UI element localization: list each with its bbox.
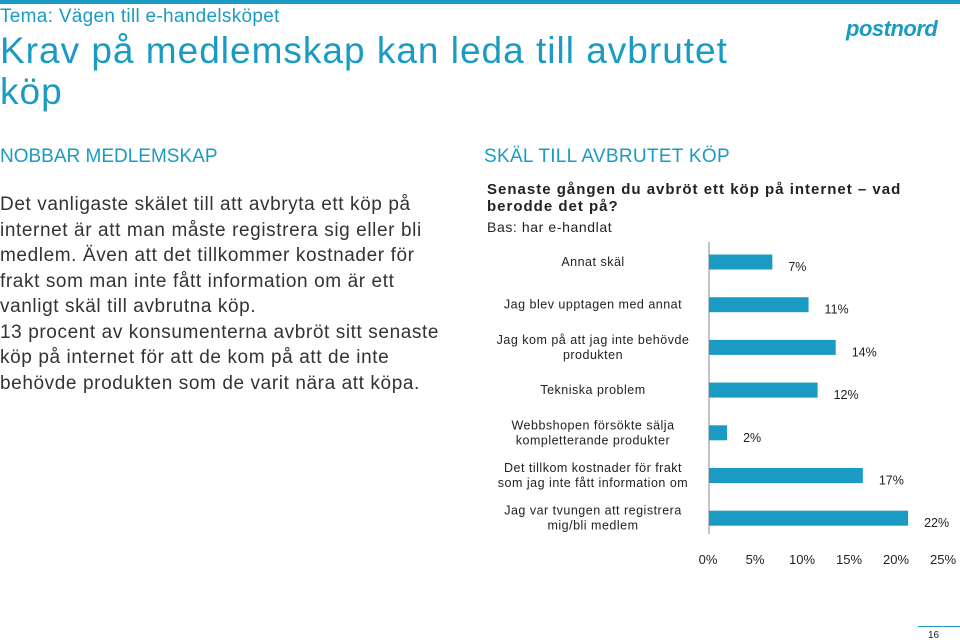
theme-kicker: Tema: Vägen till e-handelsköpet (0, 6, 280, 27)
body-paragraph-2: 13 procent av konsumenterna avbröt sitt … (0, 321, 440, 394)
data-label: 11% (825, 303, 849, 317)
postnord-logo: postnord (846, 16, 938, 41)
x-tick-label: 15% (836, 552, 862, 567)
x-tick-label: 5% (746, 552, 765, 567)
category-label: produkten (563, 348, 623, 362)
chart-section-heading: SKÄL TILL AVBRUTET KÖP (484, 146, 730, 167)
survey-question: Senaste gången du avbröt ett köp på inte… (487, 181, 902, 215)
category-label: Jag kom på att jag inte behövde (497, 333, 690, 347)
category-label: Jag var tvungen att registrera (504, 504, 682, 518)
category-label: Webbshopen försökte sälja (511, 418, 674, 432)
bar (709, 425, 728, 441)
category-label: Jag blev upptagen med annat (504, 298, 682, 312)
x-tick-label: 0% (699, 552, 718, 567)
bar (709, 254, 773, 270)
data-label: 14% (852, 345, 877, 359)
data-label: 12% (834, 388, 859, 402)
bar (709, 382, 818, 398)
bar (709, 510, 909, 526)
data-label: 2% (743, 431, 761, 445)
bar (709, 339, 836, 355)
page-number-line (918, 626, 960, 627)
category-label: Annat skäl (561, 255, 624, 269)
x-tick-label: 25% (930, 552, 956, 567)
body-paragraph-1: Det vanligaste skälet till att avbryta e… (0, 194, 422, 317)
page-number: 16 (928, 630, 940, 641)
left-body: Det vanligaste skälet till att avbryta e… (0, 192, 455, 396)
data-label: 7% (788, 260, 806, 274)
page-title: Krav på medlemskap kan leda till avbrute… (0, 30, 728, 112)
bar (709, 297, 809, 313)
x-tick-label: 20% (883, 552, 909, 567)
category-label: Tekniska problem (540, 383, 645, 397)
x-tick-label: 10% (789, 552, 815, 567)
data-label: 17% (879, 474, 904, 488)
category-label: kompletterande produkter (516, 433, 670, 447)
left-heading: NOBBAR MEDLEMSKAP (0, 146, 218, 167)
category-label: som jag inte fått information om (498, 476, 688, 490)
category-label: mig/bli medlem (547, 519, 638, 533)
data-label: 22% (924, 516, 949, 530)
bar (709, 468, 863, 483)
survey-base: Bas: har e-handlat (487, 219, 613, 235)
category-label: Det tillkom kostnader för frakt (504, 461, 682, 475)
top-accent-line (0, 0, 960, 4)
